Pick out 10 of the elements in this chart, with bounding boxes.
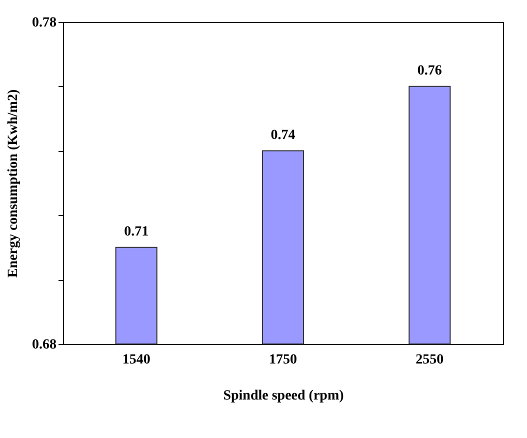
y-tick-label: 0.78 <box>32 16 56 30</box>
x-tick-label: 1540 <box>122 352 150 368</box>
y-axis-title: Energy consumption (Kwh/m2) <box>6 89 21 278</box>
data-label: 0.71 <box>124 224 149 240</box>
data-label: 0.76 <box>417 63 442 78</box>
x-tick-label: 1750 <box>269 352 297 368</box>
x-tick-label: 2550 <box>416 352 444 368</box>
y-tick-label: 0.68 <box>32 338 56 352</box>
x-axis-title: Spindle speed (rpm) <box>223 388 344 404</box>
data-label: 0.74 <box>270 128 296 143</box>
